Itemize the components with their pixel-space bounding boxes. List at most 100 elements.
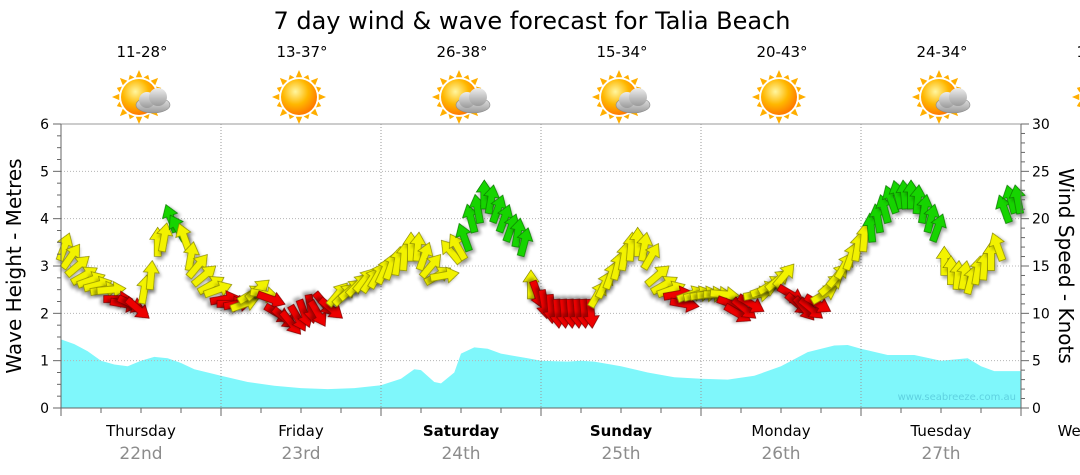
sun-ray <box>1072 93 1080 101</box>
sun-ray <box>463 114 470 120</box>
sun-ray <box>439 108 448 117</box>
wind-arrow-cross-shore <box>636 231 654 262</box>
wind-arrow-offshore <box>516 227 534 258</box>
sun-ray <box>798 93 806 101</box>
sunny-icon <box>272 70 326 124</box>
cloud-puff <box>469 88 487 106</box>
left-axis-title: Wave Height - Metres <box>2 158 26 373</box>
sun-ray <box>919 77 928 86</box>
sun-ray <box>135 116 143 124</box>
sun-ray <box>316 101 322 108</box>
watermark: www.seabreeze.com.au <box>898 392 1016 403</box>
bottom-axis: Thursday 22nd Friday 23rd Saturday 24th Sunday… <box>60 407 1080 464</box>
chart-title: 7 day wind & wave forecast for Talia Bea… <box>273 7 790 35</box>
wind-arrow-cross-shore <box>142 259 160 291</box>
wind-arrow-onshore <box>124 296 150 319</box>
sun-ray <box>135 70 143 78</box>
sun-ray <box>783 114 790 120</box>
temperature-label: 24-34° <box>916 43 967 61</box>
wind-arrow-cross-shore <box>182 241 200 272</box>
day-label: Monday <box>751 422 810 440</box>
sun-ray <box>796 86 802 93</box>
sun-ray <box>295 116 303 124</box>
right-tick-label: 20 <box>1032 212 1050 228</box>
right-axis-title: Wind Speed - Knots <box>1054 168 1078 364</box>
sun-ray <box>775 116 783 124</box>
sun-ray <box>455 70 463 78</box>
sun-ray <box>318 93 326 101</box>
sun-ray <box>912 93 920 101</box>
sun-ray <box>916 86 922 93</box>
wind-arrow-onshore <box>582 298 600 329</box>
wind-arrow-offshore <box>929 213 947 243</box>
sun-ray <box>310 77 319 86</box>
sun-ray <box>279 77 288 86</box>
sun-ray <box>432 93 440 101</box>
cloud-icon <box>935 88 971 114</box>
sun-rays <box>1072 77 1080 117</box>
sun-ray <box>295 70 303 78</box>
wind-arrow-cross-shore <box>409 231 427 262</box>
right-tick-label: 15 <box>1032 259 1050 275</box>
right-axis: 0 5 10 15 20 25 30 <box>1020 117 1050 417</box>
temperature-label: 13-37° <box>276 43 327 61</box>
sun-ray <box>436 101 442 108</box>
sun-ray <box>436 86 442 93</box>
day-label: Tuesday <box>909 422 971 440</box>
sun-ray <box>756 101 762 108</box>
temperature-label: 17-27° <box>1076 43 1080 61</box>
sun-ray <box>310 108 319 117</box>
sun-ray <box>768 74 775 80</box>
partly-cloudy-icon <box>912 70 971 124</box>
partly-cloudy-icon <box>592 70 651 124</box>
wind-arrow-cross-shore <box>429 266 460 284</box>
sun-rays <box>752 70 806 124</box>
sun-ray <box>316 86 322 93</box>
sun-ray <box>790 77 799 86</box>
wind-arrow-cross-shore <box>772 263 795 289</box>
sun-ray <box>630 77 639 86</box>
cloud-puff <box>149 88 167 106</box>
sun-ray <box>455 116 463 124</box>
sun-ray <box>150 77 159 86</box>
sun-ray <box>608 114 615 120</box>
sun-ray <box>919 108 928 117</box>
left-tick-label: 2 <box>40 306 49 322</box>
day-label: Friday <box>278 422 324 440</box>
sun-ray <box>756 86 762 93</box>
partly-cloudy-icon <box>432 70 491 124</box>
sun-ray <box>943 74 950 80</box>
date-label: 26th <box>761 444 800 464</box>
wind-arrow-offshore <box>455 222 473 253</box>
right-tick-label: 25 <box>1032 164 1050 180</box>
sun-ray <box>303 114 310 120</box>
right-tick-label: 10 <box>1032 306 1050 322</box>
sun-ray <box>1076 101 1080 107</box>
cloud-puff <box>629 88 647 106</box>
sun-ray <box>935 116 943 124</box>
sun-ray <box>116 86 122 93</box>
day-label: Thursday <box>105 422 176 440</box>
date-label: 27th <box>921 444 960 464</box>
sun-ray <box>928 74 935 80</box>
sun-disc <box>761 79 797 115</box>
sun-ray <box>916 101 922 108</box>
cloud-icon <box>135 88 171 114</box>
day-label: Wednesday <box>1058 422 1080 440</box>
partly-cloudy-icon <box>1072 77 1080 117</box>
left-tick-label: 1 <box>40 354 49 370</box>
sun-ray <box>279 108 288 117</box>
sun-ray <box>943 114 950 120</box>
sun-ray <box>128 74 135 80</box>
sun-ray <box>592 93 600 101</box>
sun-ray <box>935 70 943 78</box>
left-tick-label: 3 <box>40 259 49 275</box>
sunny-icon <box>752 70 806 124</box>
wind-arrow-cross-shore <box>988 232 1007 262</box>
sun-ray <box>119 108 128 117</box>
sun-ray <box>783 74 790 80</box>
sun-ray <box>276 101 282 108</box>
left-axis: 0 1 2 3 4 5 6 <box>40 117 62 417</box>
sun-ray <box>119 77 128 86</box>
sun-ray <box>790 108 799 117</box>
